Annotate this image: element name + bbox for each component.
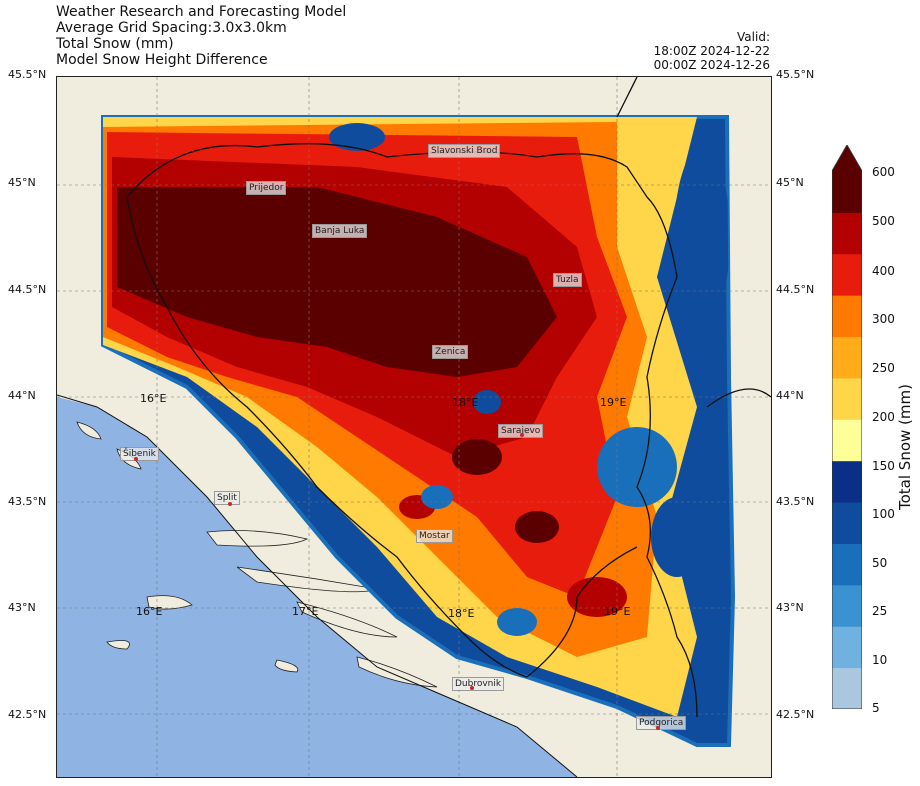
snow-field-600mm — [117, 187, 557, 377]
city-marker — [228, 502, 232, 506]
lon-label: 19°E — [600, 396, 627, 409]
colorbar-tick: 100 — [872, 507, 895, 521]
colorbar-segment — [832, 336, 862, 379]
city-label-slavonski-brod: Slavonski Brod — [428, 144, 501, 158]
lat-label-left: 43.5°N — [8, 495, 47, 508]
lat-label-right: 45.5°N — [776, 68, 815, 81]
city-label-banja-luka: Banja Luka — [312, 224, 368, 238]
lat-label-left: 43°N — [8, 601, 36, 614]
title-line-2: Average Grid Spacing:3.0x3.0km — [56, 20, 287, 36]
city-label-zenica: Zenica — [432, 345, 469, 359]
map-panel — [56, 76, 772, 778]
lat-label-right: 45°N — [776, 176, 804, 189]
low-snow-pocket — [329, 123, 385, 151]
colorbar-segment — [832, 295, 862, 338]
island — [356, 656, 438, 688]
city-marker — [656, 726, 660, 730]
valid-end: 00:00Z 2024-12-26 — [653, 58, 770, 72]
island — [274, 659, 299, 673]
title-line-3: Total Snow (mm) — [56, 36, 174, 52]
city-label-split: Split — [214, 491, 240, 505]
colorbar-segment — [832, 502, 862, 544]
colorbar-segment — [832, 419, 862, 462]
lat-label-left: 45°N — [8, 176, 36, 189]
colorbar-tick: 5 — [872, 701, 880, 715]
colorbar — [832, 145, 862, 709]
lon-label: 17°E — [292, 605, 319, 618]
lat-label-right: 42.5°N — [776, 708, 815, 721]
valid-start: 18:00Z 2024-12-22 — [653, 44, 770, 58]
lon-label: 18°E — [452, 396, 479, 409]
low-snow-pocket — [674, 147, 730, 327]
colorbar-tick: 50 — [872, 556, 888, 570]
lon-label: 16°E — [136, 605, 163, 618]
city-marker — [520, 433, 524, 437]
colorbar-tick: 25 — [872, 604, 888, 618]
country-borders — [126, 77, 771, 718]
colorbar-tick: 200 — [872, 410, 895, 424]
snow-cell — [515, 511, 559, 543]
colorbar-extend-arrow — [832, 145, 862, 171]
island — [146, 595, 193, 610]
city-marker — [470, 686, 474, 690]
valid-label: Valid: — [737, 30, 770, 44]
colorbar-tick: 600 — [872, 165, 895, 179]
city-label-tuzla: Tuzla — [553, 273, 582, 287]
lat-label-right: 44°N — [776, 389, 804, 402]
snow-cell — [567, 577, 627, 617]
low-snow-pocket — [597, 427, 677, 507]
colorbar-segment — [832, 584, 862, 627]
colorbar-tick: 150 — [872, 459, 895, 473]
colorbar-title: Total Snow (mm) — [896, 384, 914, 510]
colorbar-tick: 500 — [872, 214, 895, 228]
lat-label-right: 44.5°N — [776, 283, 815, 296]
valid-time-block: Valid: 18:00Z 2024-12-22 00:00Z 2024-12-… — [654, 30, 770, 72]
adriatic-sea — [57, 397, 577, 777]
island — [76, 421, 102, 440]
coastline — [57, 394, 578, 777]
colorbar-segment — [832, 212, 862, 255]
colorbar-tick: 250 — [872, 361, 895, 375]
city-marker — [134, 457, 138, 461]
colorbar-segment — [832, 253, 862, 296]
city-label-mostar: Mostar — [416, 529, 453, 543]
low-snow-pocket — [497, 608, 537, 636]
lon-label: 18°E — [448, 607, 475, 620]
lon-label: 19°E — [604, 605, 631, 618]
lat-label-right: 43°N — [776, 601, 804, 614]
colorbar-segment — [832, 460, 862, 503]
colorbar-outline — [832, 145, 862, 709]
colorbar-segment — [832, 543, 862, 586]
lat-label-left: 44.5°N — [8, 283, 47, 296]
lon-label: 16°E — [140, 392, 167, 405]
colorbar-segment — [832, 171, 862, 213]
low-snow-pocket — [421, 485, 453, 509]
low-snow-pocket — [651, 497, 703, 577]
snow-map — [57, 77, 771, 777]
colorbar-tick: 400 — [872, 264, 895, 278]
title-line-1: Weather Research and Forecasting Model — [56, 4, 347, 20]
title-line-4: Model Snow Height Difference — [56, 52, 268, 68]
colorbar-tick: 10 — [872, 653, 888, 667]
city-label-sarajevo: Sarajevo — [498, 424, 544, 438]
city-label-podgorica: Podgorica — [636, 716, 687, 730]
island — [106, 640, 130, 650]
island — [206, 530, 309, 547]
lat-label-left: 45.5°N — [8, 68, 47, 81]
lat-label-left: 42.5°N — [8, 708, 47, 721]
colorbar-tick: 300 — [872, 312, 895, 326]
colorbar-segment — [832, 377, 862, 420]
city-label-sibenik: Šibenik — [120, 447, 159, 461]
low-snow-pocket — [473, 390, 501, 414]
colorbar-segment — [832, 626, 862, 669]
lat-label-right: 43.5°N — [776, 495, 815, 508]
colorbar-segment — [832, 667, 862, 709]
chart-title-block: Weather Research and Forecasting Model A… — [56, 4, 346, 68]
lat-label-left: 44°N — [8, 389, 36, 402]
graticule — [57, 77, 771, 777]
city-label-prijedor: Prijedor — [246, 181, 287, 195]
island — [296, 601, 398, 638]
snow-cell — [452, 439, 502, 475]
city-label-dubrovnik: Dubrovnik — [452, 677, 505, 691]
